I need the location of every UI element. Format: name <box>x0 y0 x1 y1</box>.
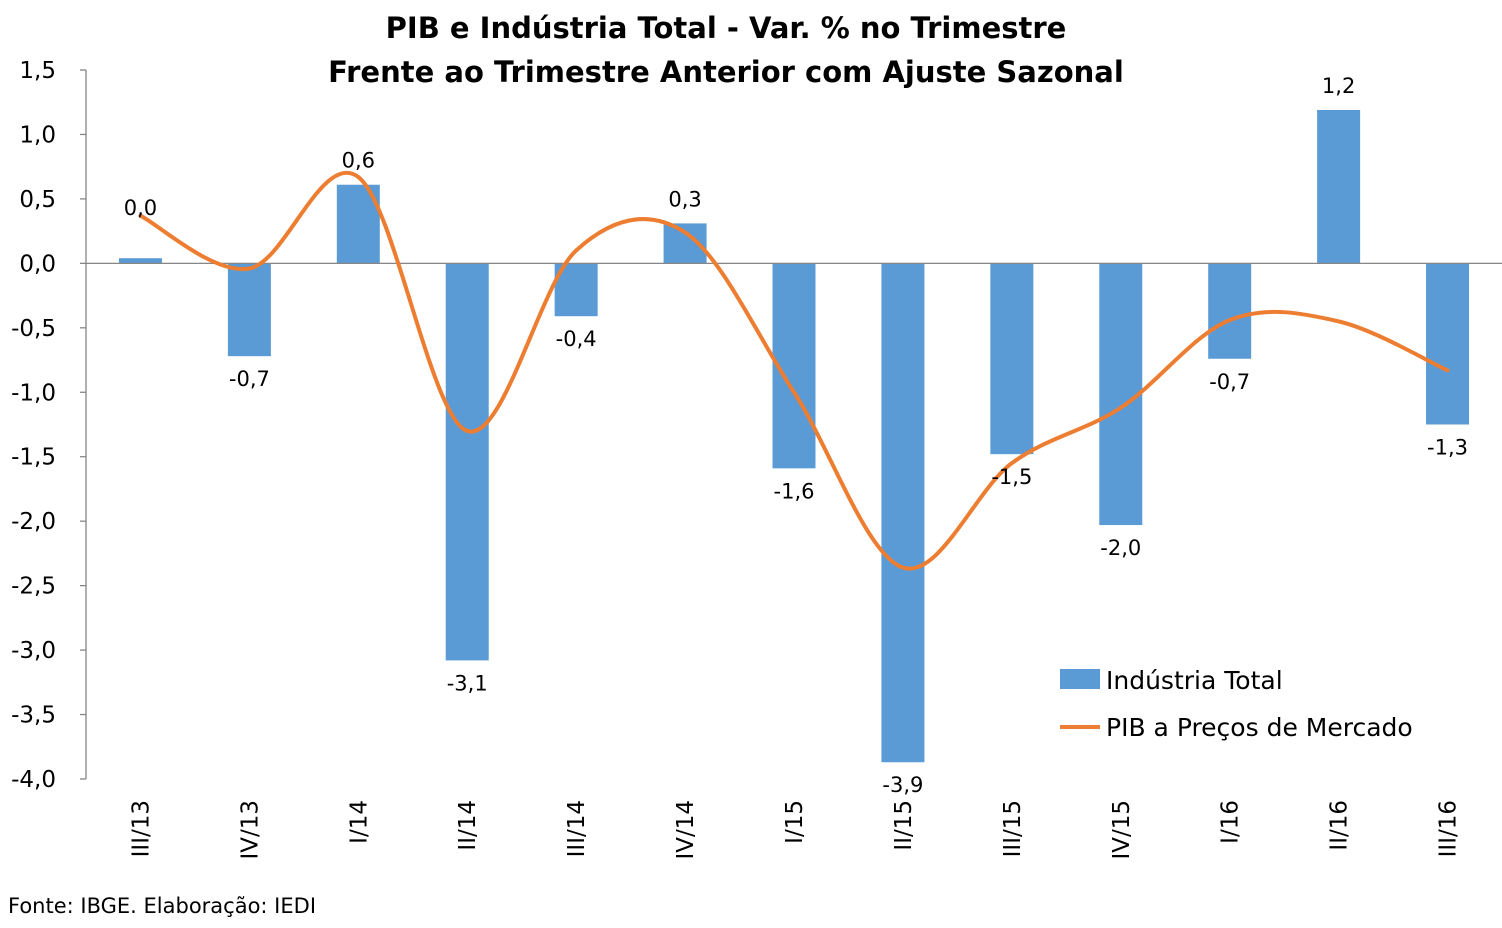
x-tick-label: III/16 <box>1436 800 1462 857</box>
x-axis: III/13 IV/13 I/14 II/14 III/14 IV/14 I/15 II/15… <box>128 800 1461 860</box>
x-tick-label: III/15 <box>1000 800 1026 857</box>
chart-title-line-1: PIB e Indústria Total - Var. % no Trimes… <box>386 11 1067 45</box>
x-tick-label: III/14 <box>564 800 590 857</box>
data-label: 0,0 <box>124 196 157 220</box>
pib-line <box>138 171 1450 571</box>
legend-swatch-industria <box>1060 669 1100 689</box>
data-label: -1,3 <box>1427 436 1468 460</box>
x-tick-label: I/16 <box>1218 800 1244 844</box>
legend-label-industria: Indústria Total <box>1106 666 1283 695</box>
line-series <box>138 171 1450 571</box>
x-tick-label: II/14 <box>455 800 481 851</box>
x-tick-label: IV/14 <box>673 800 699 860</box>
data-label: -0,4 <box>556 327 597 351</box>
y-tick-label: 1,5 <box>19 58 56 84</box>
x-tick-label: II/16 <box>1327 800 1353 851</box>
y-tick-label: 1,0 <box>19 122 56 148</box>
data-label: 0,6 <box>342 149 375 173</box>
y-tick-label: -1,0 <box>11 380 56 406</box>
source-note: Fonte: IBGE. Elaboração: IEDI <box>8 894 316 918</box>
bar-III-16 <box>1426 263 1470 425</box>
data-label: 1,2 <box>1322 74 1355 98</box>
bar-III-13 <box>118 258 162 264</box>
y-tick-label: -0,5 <box>11 316 56 342</box>
x-tick-label: IV/15 <box>1109 800 1135 860</box>
bar-II-15 <box>881 263 925 763</box>
bar-IV-15 <box>1099 263 1143 526</box>
bar-series <box>118 109 1470 763</box>
y-tick-label: -3,0 <box>11 638 56 664</box>
y-tick-label: 0,5 <box>19 187 56 213</box>
data-label: -2,0 <box>1100 536 1141 560</box>
x-tick-label: I/14 <box>346 800 372 844</box>
bar-I-16 <box>1208 263 1252 359</box>
data-label: -1,5 <box>991 465 1032 489</box>
y-tick-label: -2,0 <box>11 509 56 535</box>
bar-III-15 <box>990 263 1034 455</box>
y-axis: 1,5 1,0 0,5 0,0 -0,5 -1,0 -1,5 -2,0 -2,5 -3,0 -3,5… <box>11 58 87 793</box>
chart-title-line-2: Frente ao Trimestre Anterior com Ajuste … <box>328 55 1124 89</box>
data-label: -0,7 <box>1209 370 1250 394</box>
data-label: -3,9 <box>882 773 923 797</box>
legend: Indústria Total PIB a Preços de Mercado <box>1060 666 1413 742</box>
data-label: 0,3 <box>668 187 701 211</box>
bar-II-14 <box>445 263 489 661</box>
legend-label-pib: PIB a Preços de Mercado <box>1106 713 1413 742</box>
bar-II-16 <box>1317 109 1361 264</box>
y-tick-label: -3,5 <box>11 703 56 729</box>
y-tick-label: -1,5 <box>11 445 56 471</box>
data-label: -0,7 <box>229 367 270 391</box>
x-tick-label: II/15 <box>891 800 917 851</box>
bar-IV-13 <box>227 263 271 357</box>
x-tick-label: III/13 <box>128 800 154 857</box>
data-label: -3,1 <box>447 671 488 695</box>
y-tick-label: 0,0 <box>19 251 56 277</box>
y-tick-label: -2,5 <box>11 574 56 600</box>
x-tick-label: I/15 <box>782 800 808 844</box>
data-labels: 0,0 -0,7 0,6 -3,1 -0,4 0,3 -1,6 -3,9 -1,5 -2,0 -0,… <box>124 74 1468 797</box>
y-tick-label: -4,0 <box>11 767 56 793</box>
data-label: -1,6 <box>774 479 815 503</box>
x-tick-label: IV/13 <box>237 800 263 860</box>
